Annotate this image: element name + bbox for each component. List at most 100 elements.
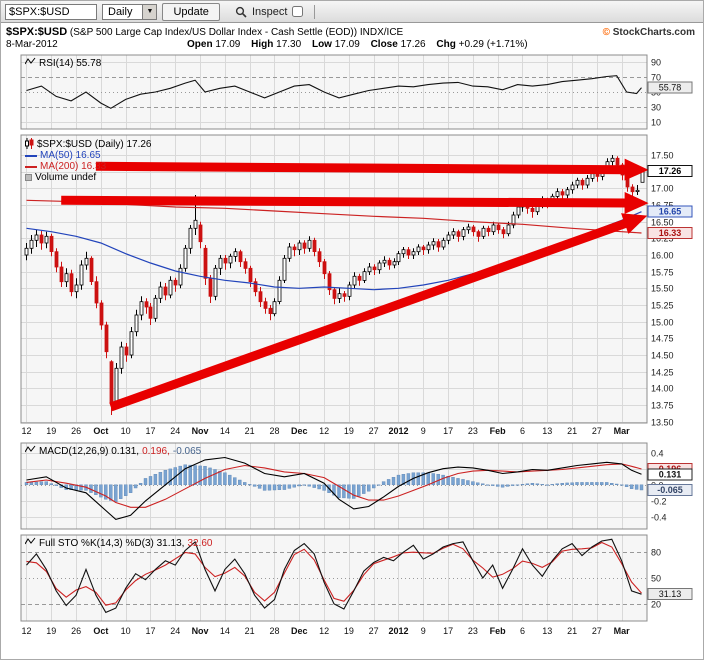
macd-hist-bar	[143, 478, 148, 485]
svg-text:24: 24	[170, 426, 180, 436]
candle-body	[635, 189, 640, 193]
svg-text:16.75: 16.75	[651, 201, 674, 211]
svg-text:Feb: Feb	[490, 626, 507, 636]
macd-hist-bar	[620, 484, 624, 486]
candle-body	[59, 266, 64, 283]
candlestick-icon	[25, 137, 34, 152]
macd-hist-bar	[39, 481, 44, 485]
macd-signal-line	[26, 463, 642, 508]
chart-description: (S&P 500 Large Cap Index/US Dollar Index…	[69, 27, 404, 38]
macd-hist-bar	[337, 484, 341, 498]
svg-text:Feb: Feb	[490, 426, 507, 436]
svg-text:28: 28	[269, 626, 279, 636]
macd-hist-bar	[272, 484, 277, 491]
price-legend: $SPX:$USD (Daily) 17.26 MA(50) 16.65 MA(…	[25, 137, 152, 183]
candle-body	[575, 179, 580, 186]
macd-hist-bar	[223, 472, 227, 486]
svg-text:26: 26	[71, 626, 81, 636]
macd-hist-bar	[570, 482, 574, 486]
macd-hist-bar	[362, 484, 366, 494]
candle-body	[411, 251, 416, 256]
svg-text:90: 90	[651, 58, 661, 68]
candle-body	[203, 247, 208, 279]
macd-hist-bar	[79, 484, 83, 491]
macd-hist-bar	[515, 484, 520, 486]
svg-text:Mar: Mar	[614, 426, 631, 436]
svg-text:14: 14	[220, 626, 230, 636]
macd-hist-bar	[491, 484, 495, 486]
candle-body	[555, 191, 560, 197]
candle-body	[317, 251, 322, 263]
low-label: Low	[311, 39, 332, 50]
candle-body	[188, 227, 193, 249]
candle-body	[570, 184, 575, 191]
macd-hist-bar	[297, 484, 301, 487]
svg-text:13: 13	[542, 626, 552, 636]
macd-hist-bar	[322, 484, 326, 491]
candle-body	[307, 239, 312, 249]
candle-body	[302, 242, 307, 249]
candle-body	[476, 231, 481, 237]
svg-text:-0.065: -0.065	[657, 485, 683, 495]
macd-hist-bar	[386, 479, 391, 485]
ma200-line-icon	[25, 165, 37, 168]
inspect-checkbox[interactable]	[292, 6, 304, 17]
price-panel-bg	[21, 135, 647, 423]
candle-body	[163, 286, 168, 296]
candle-body	[595, 173, 600, 177]
macd-hist-bar	[69, 484, 73, 490]
candle-body	[29, 239, 34, 249]
chart-date: 8-Mar-2012	[6, 39, 58, 50]
candle-body	[39, 234, 44, 244]
macd-hist-bar	[99, 484, 103, 498]
price-last-tag	[647, 165, 693, 177]
svg-text:21: 21	[567, 426, 577, 436]
period-select[interactable]: Daily ▼	[102, 3, 158, 20]
candle-body	[74, 284, 79, 293]
candle-body	[396, 253, 401, 263]
volume-legend-text: Volume undef	[35, 172, 97, 183]
svg-text:14.00: 14.00	[651, 384, 674, 394]
copyright-symbol: ©	[602, 27, 610, 38]
candle-body	[282, 257, 287, 281]
svg-text:70: 70	[651, 73, 661, 83]
macd-hist-bar	[441, 474, 445, 485]
chart-area: 907050301055.7817.5017.2517.0016.7516.50…	[1, 23, 703, 659]
volume-icon	[25, 174, 32, 181]
annotation-arrow	[95, 158, 649, 181]
macd-hist-bar	[54, 484, 58, 486]
candle-body	[401, 249, 406, 255]
candle-body	[44, 235, 49, 244]
chg-value: +0.29 (+1.71%)	[458, 39, 528, 50]
macd-hist-bar	[520, 484, 525, 486]
symbol-input[interactable]	[5, 3, 97, 20]
candle-body	[382, 259, 387, 264]
candle-body	[268, 307, 273, 314]
svg-text:10: 10	[121, 426, 131, 436]
macd-hist-bar	[595, 482, 599, 485]
candle-body	[243, 261, 248, 269]
candle-body	[233, 251, 238, 257]
macd-hist-bar	[381, 481, 386, 486]
svg-text:15.25: 15.25	[651, 301, 674, 311]
candle-body	[69, 273, 74, 293]
open-value: 17.09	[215, 39, 241, 50]
macd-legend: MACD(12,26,9) 0.131, 0.196, -0.065	[24, 445, 201, 457]
macd-hist-bar	[133, 484, 138, 489]
macd-panel-border	[20, 442, 648, 530]
macd-hist-bar	[138, 483, 143, 486]
svg-text:-0.2: -0.2	[651, 497, 667, 507]
macd-hist-bar	[34, 481, 39, 485]
macd-hist-bar	[476, 482, 480, 486]
macd-hist-bar	[367, 484, 371, 492]
macd-hist-bar	[401, 474, 406, 485]
candle-body	[292, 246, 297, 251]
macd-hist-bar	[629, 484, 634, 489]
chevron-down-icon[interactable]: ▼	[142, 4, 157, 19]
macd-hist-bar	[312, 484, 316, 488]
ma200-tag	[647, 227, 693, 239]
update-button[interactable]: Update	[162, 2, 220, 21]
macd-hist-bar	[262, 484, 267, 491]
candle-body	[530, 207, 535, 213]
